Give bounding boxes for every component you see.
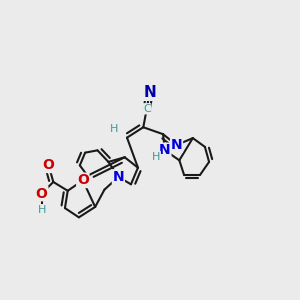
- Text: H: H: [110, 124, 118, 134]
- Text: O: O: [77, 173, 89, 188]
- Text: O: O: [36, 187, 48, 200]
- Text: O: O: [43, 158, 55, 172]
- Text: H: H: [38, 205, 46, 215]
- Text: N: N: [159, 143, 171, 157]
- Text: C: C: [143, 104, 151, 114]
- Text: N: N: [171, 138, 182, 152]
- Text: N: N: [112, 170, 124, 184]
- Text: N: N: [143, 85, 156, 100]
- Text: H: H: [152, 152, 160, 162]
